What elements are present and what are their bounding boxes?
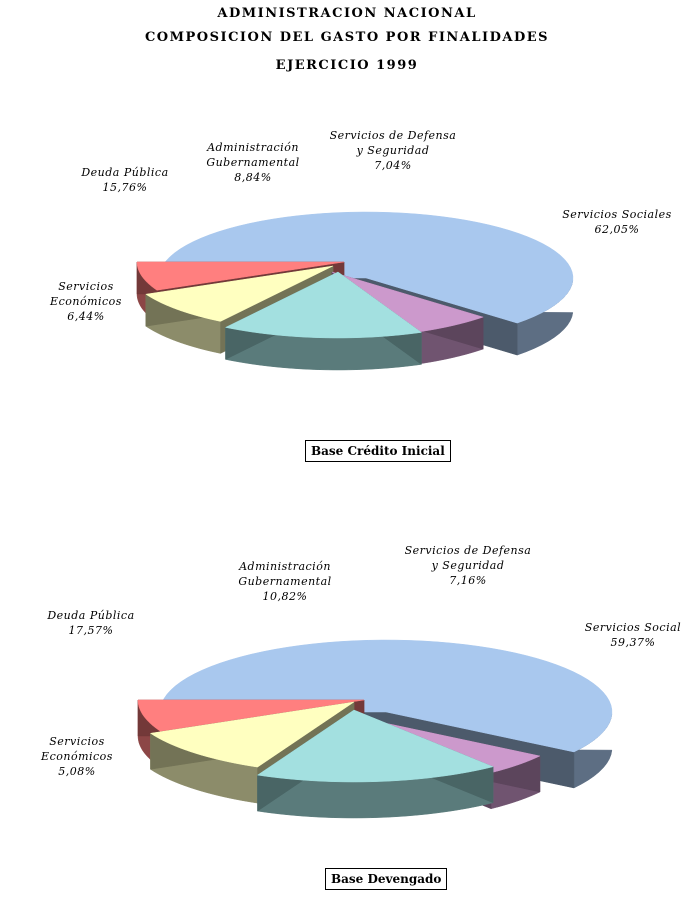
- slice-label-line: Gubernamental: [238, 575, 331, 588]
- slice-label-line: Administración: [206, 141, 299, 154]
- chart-title-credito-inicial: Base Crédito Inicial: [305, 440, 451, 462]
- slice-label-economicos: Servicios Económicos 6,44%: [49, 280, 122, 323]
- slice-label-line: y Seguridad: [356, 144, 430, 157]
- slice-label-sociales: Servicios Sociales 62,05%: [562, 208, 672, 236]
- slice-label-line: Económicos: [40, 750, 113, 763]
- slice-label-line: Servicios: [58, 280, 113, 293]
- slice-value-label: 5,08%: [58, 765, 95, 778]
- slice-value-label: 17,57%: [69, 624, 114, 637]
- slice-label-line: Deuda Pública: [80, 166, 168, 179]
- header-line-2: COMPOSICION DEL GASTO POR FINALIDADES: [144, 30, 550, 45]
- slice-label-line: Servicios de Defensa: [405, 544, 532, 557]
- slice-value-label: 7,16%: [449, 574, 486, 587]
- pie-slice-deuda: [256, 709, 494, 819]
- pie-chart-devengado: Servicios Social 59,37% Servicios Económico…: [40, 544, 681, 819]
- slice-label-line: y Seguridad: [431, 559, 505, 572]
- slice-label-line: Servicios de Defensa: [330, 129, 457, 142]
- slice-value-label: 8,84%: [234, 171, 271, 184]
- slice-label-line: Deuda Pública: [46, 609, 134, 622]
- pie-chart-credito-inicial: Servicios Sociales 62,05% Servicios Económi…: [49, 129, 672, 371]
- slice-label-line: Servicios Social: [585, 621, 681, 634]
- slice-label-deuda: Deuda Pública 15,76%: [80, 166, 168, 194]
- slice-label-line: Económicos: [49, 295, 122, 308]
- slice-value-label: 15,76%: [103, 181, 148, 194]
- slice-label-defensa: Servicios de Defensa y Seguridad 7,16%: [405, 544, 532, 587]
- slice-value-label: 10,82%: [263, 590, 308, 603]
- slice-label-deuda: Deuda Pública 17,57%: [46, 609, 134, 637]
- slice-label-defensa: Servicios de Defensa y Seguridad 7,04%: [330, 129, 457, 172]
- pie-slice-deuda: [224, 271, 423, 371]
- slice-value-label: 59,37%: [611, 636, 656, 649]
- slice-label-economicos: Servicios Económicos 5,08%: [40, 735, 113, 778]
- slice-label-line: Gubernamental: [206, 156, 299, 169]
- slice-label-line: Administración: [238, 560, 331, 573]
- chart-title-devengado: Base Devengado: [325, 868, 448, 890]
- slice-label-sociales: Servicios Social 59,37%: [585, 621, 681, 649]
- slice-label-line: Servicios: [49, 735, 104, 748]
- slice-value-label: 6,44%: [67, 310, 104, 323]
- slice-label-administracion: Administración Gubernamental 10,82%: [238, 560, 332, 603]
- header-line-1: ADMINISTRACION NACIONAL: [217, 6, 477, 21]
- slice-label-administracion: Administración Gubernamental 8,84%: [206, 141, 300, 184]
- header-line-3: EJERCICIO 1999: [275, 58, 419, 73]
- slice-value-label: 7,04%: [374, 159, 411, 172]
- slice-label-line: Servicios Sociales: [562, 208, 672, 221]
- slice-value-label: 62,05%: [595, 223, 640, 236]
